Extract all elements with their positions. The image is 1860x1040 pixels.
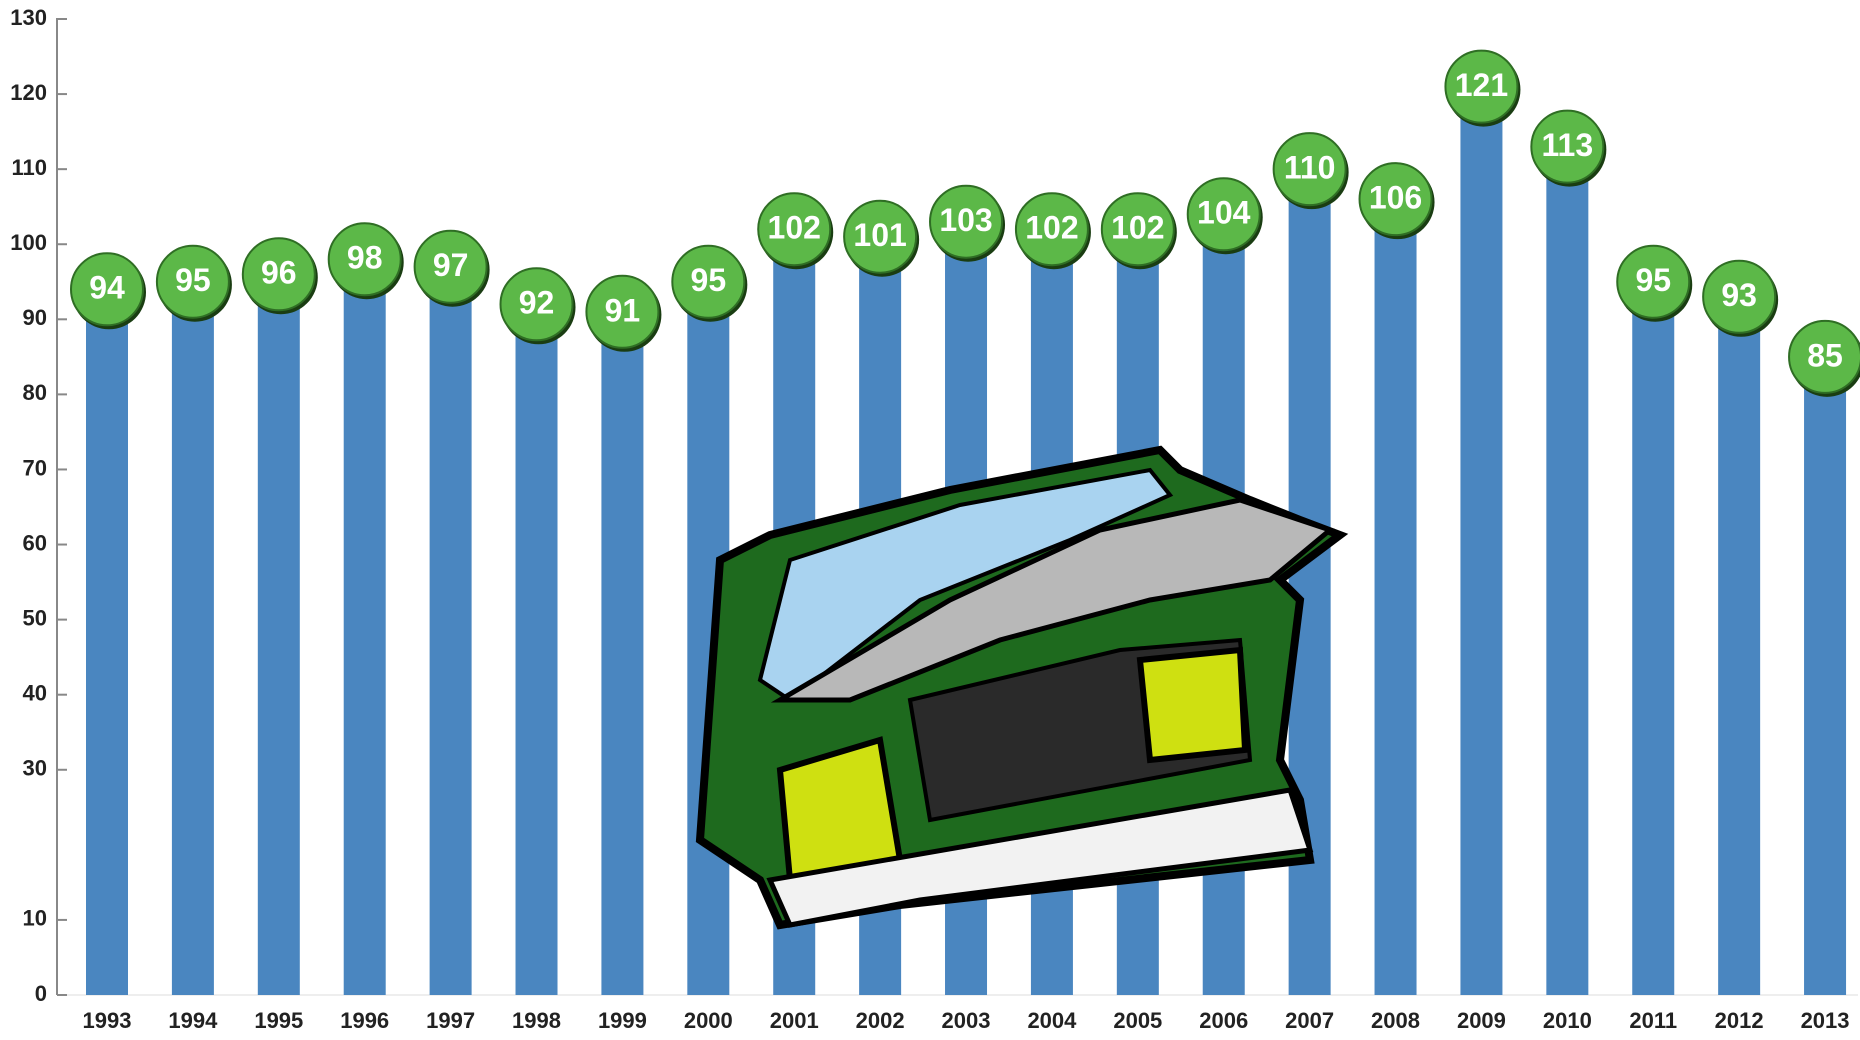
bar: [1288, 169, 1331, 996]
value-label: 103: [939, 202, 992, 238]
value-badge: [155, 244, 230, 319]
value-badge: [757, 192, 832, 267]
value-badge: [70, 252, 144, 327]
value-badge: [1530, 109, 1605, 184]
x-tick-label: 2011: [1629, 1008, 1677, 1033]
hood: [770, 497, 1336, 703]
bar: [343, 259, 386, 995]
x-tick-label: 1994: [168, 1008, 218, 1033]
x-tick-label: 2010: [1543, 1008, 1592, 1033]
y-tick-label: 10: [23, 906, 47, 931]
y-tick-label: 80: [23, 380, 47, 405]
value-label: 110: [1284, 150, 1336, 186]
x-tick-label: 2009: [1457, 1008, 1506, 1033]
value-badge: [671, 244, 746, 319]
value-label: 85: [1807, 337, 1843, 373]
value-label: 97: [433, 247, 469, 283]
value-label: 95: [691, 262, 727, 298]
bar: [171, 281, 214, 995]
value-label: 113: [1542, 127, 1594, 163]
value-label: 98: [347, 240, 383, 276]
y-tick-label: 30: [23, 756, 47, 781]
bar: [1718, 296, 1761, 995]
value-label: 121: [1455, 67, 1508, 103]
bar: [1374, 199, 1417, 995]
value-badge: [585, 274, 660, 349]
value-label: 94: [89, 270, 125, 306]
y-tick-label: 60: [23, 530, 47, 555]
value-badge: [1444, 49, 1519, 124]
x-tick-label: 1996: [340, 1008, 389, 1033]
x-tick-label: 1995: [254, 1008, 303, 1033]
bar: [515, 304, 558, 995]
value-badge: [1186, 177, 1261, 252]
bar: [429, 266, 472, 995]
value-label: 95: [1635, 262, 1671, 298]
value-label: 96: [261, 255, 297, 291]
y-tick-label: 0: [35, 981, 47, 1006]
x-tick-label: 2008: [1371, 1008, 1420, 1033]
bar: [257, 274, 300, 995]
x-tick-label: 1999: [598, 1008, 647, 1033]
y-tick-label: 130: [10, 5, 47, 30]
value-badge: [241, 237, 316, 312]
value-badge: [1272, 132, 1347, 207]
bar: [1546, 146, 1589, 996]
value-badge: [1358, 162, 1433, 237]
value-badge: [413, 229, 488, 304]
bar: [86, 289, 128, 995]
value-label: 92: [519, 285, 555, 321]
headlight: [1136, 646, 1249, 764]
y-tick-label: 90: [23, 305, 47, 330]
x-tick-label: 1997: [426, 1008, 475, 1033]
labels: 94 95 96 98 97 92 91 95 102 101 103 102 102 104 110 106…: [70, 49, 1860, 397]
value-badge: [929, 184, 1004, 259]
bar: [1632, 281, 1675, 995]
bar: [601, 311, 644, 995]
value-label: 102: [1025, 210, 1078, 246]
value-badge: [1014, 192, 1089, 267]
x-tick-label: 2004: [1027, 1008, 1077, 1033]
value-badge: [843, 199, 918, 274]
value-label: 91: [605, 292, 641, 328]
value-label: 104: [1197, 195, 1251, 231]
y-tick-label: 50: [23, 605, 47, 630]
value-label: 95: [175, 262, 211, 298]
car-illustration: [695, 445, 1349, 930]
x-tick-label: 2007: [1285, 1008, 1334, 1033]
x-tick-label: 2006: [1199, 1008, 1248, 1033]
bar: [1804, 356, 1847, 995]
value-label: 102: [1111, 210, 1164, 246]
value-badge: [1616, 244, 1691, 319]
x-tick-label: 2003: [942, 1008, 991, 1033]
axes: 0 10 30 40 50 60 70 80 90 100 110 120 130 1993 1994 199…: [10, 5, 1858, 1033]
value-label: 106: [1369, 180, 1422, 216]
y-tick-label: 40: [23, 681, 47, 706]
value-label: 101: [853, 217, 906, 253]
x-tick-label: 2005: [1113, 1008, 1162, 1033]
y-tick-label: 100: [10, 230, 47, 255]
value-badge: [1702, 259, 1777, 334]
x-tick-label: 2002: [856, 1008, 905, 1033]
value-badge: [327, 222, 402, 297]
bar: [1460, 86, 1503, 996]
x-tick-label: 2012: [1715, 1008, 1764, 1033]
value-label: 93: [1721, 277, 1757, 313]
y-tick-label: 110: [12, 155, 48, 180]
value-badge: [499, 267, 574, 342]
value-label: 102: [768, 210, 821, 246]
x-tick-label: 2001: [770, 1008, 819, 1033]
x-tick-label: 1993: [83, 1008, 132, 1033]
value-badge: [1788, 319, 1860, 394]
y-tick-label: 70: [23, 455, 47, 480]
bumper: [766, 787, 1314, 928]
x-tick-label: 1998: [512, 1008, 561, 1033]
x-tick-label: 2000: [684, 1008, 733, 1033]
y-tick-label: 120: [10, 80, 47, 105]
value-badge: [1100, 192, 1175, 267]
x-tick-label: 2013: [1801, 1008, 1850, 1033]
